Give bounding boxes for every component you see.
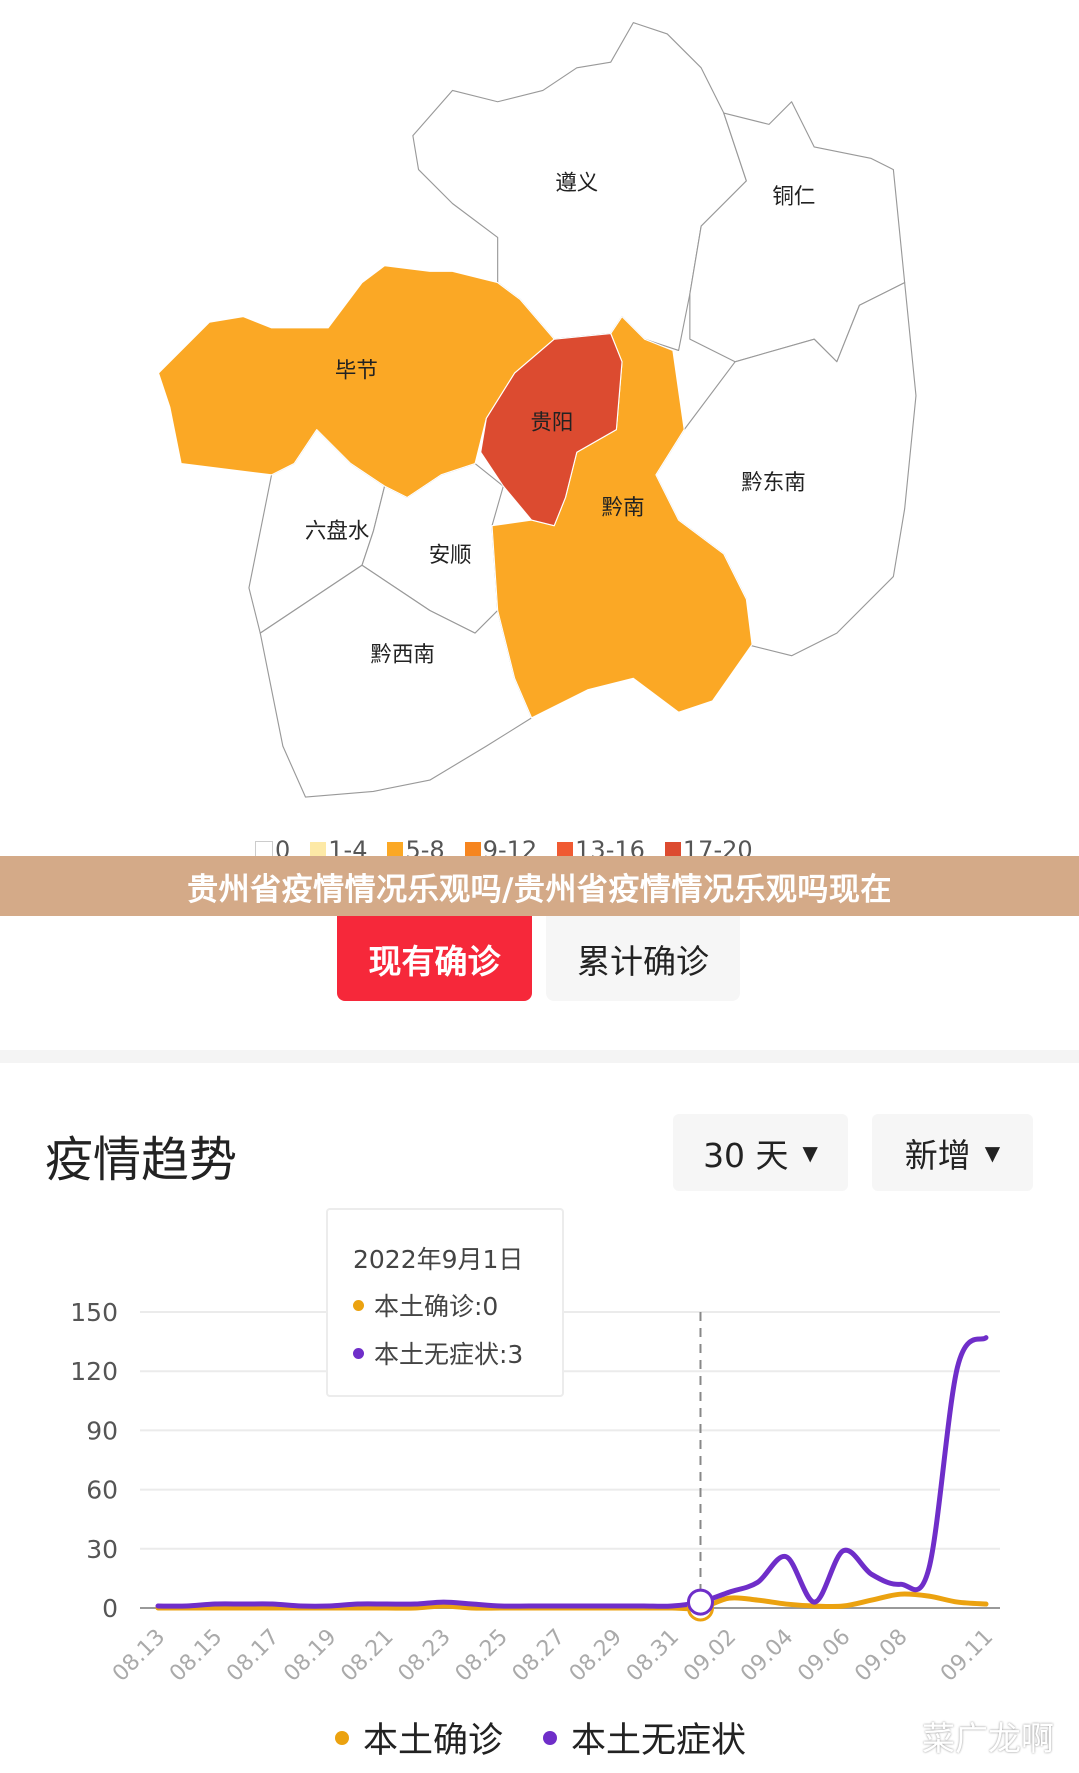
dot-icon — [335, 1730, 349, 1745]
swatch-icon — [310, 842, 327, 858]
map-label: 贵阳 — [530, 411, 573, 436]
chart-tooltip: 2022年9月1日 本土确诊:0 本土无症状:3 — [326, 1208, 564, 1397]
x-tick-label: 08.17 — [222, 1625, 284, 1687]
tab-current-confirmed[interactable]: 现有确诊 — [337, 916, 532, 1001]
dot-icon — [543, 1730, 558, 1745]
map-label: 毕节 — [335, 359, 378, 384]
x-tick-label: 08.23 — [394, 1625, 456, 1687]
swatch-icon — [664, 842, 681, 858]
x-tick-label: 08.31 — [622, 1625, 684, 1687]
tooltip-row-asymptomatic: 本土无症状:3 — [353, 1335, 523, 1371]
caret-down-icon: ▼ — [984, 1140, 1001, 1165]
y-tick-label: 120 — [70, 1357, 118, 1386]
tooltip-date: 2022年9月1日 — [353, 1245, 524, 1274]
series-line-1 — [155, 1335, 989, 1609]
map-label: 黔东南 — [741, 471, 805, 496]
caret-down-icon: ▼ — [802, 1140, 818, 1165]
x-tick-label: 09.04 — [736, 1625, 798, 1687]
dot-icon — [353, 1299, 364, 1311]
legend-asymptomatic[interactable]: 本土无症状 — [571, 1721, 747, 1761]
tooltip-asymptomatic: 本土无症状:3 — [374, 1340, 524, 1369]
tab-total-confirmed[interactable]: 累计确诊 — [546, 916, 740, 1001]
map-label: 安顺 — [429, 543, 472, 568]
y-tick-label: 30 — [86, 1535, 118, 1564]
map-region-guiyang[interactable] — [480, 332, 623, 527]
y-tick-label: 150 — [70, 1298, 118, 1327]
map-label: 黔南 — [602, 495, 645, 520]
x-tick-label: 08.21 — [336, 1625, 398, 1687]
type-dropdown-label: 新增 — [904, 1135, 971, 1175]
x-tick-label: 09.08 — [850, 1625, 912, 1687]
range-dropdown[interactable]: 30 天 ▼ — [673, 1114, 848, 1191]
x-tick-label: 08.29 — [565, 1625, 627, 1687]
x-tick-label: 08.19 — [279, 1625, 341, 1687]
x-tick-label: 09.06 — [793, 1625, 855, 1687]
dot-icon — [353, 1347, 364, 1359]
section-title: 疫情趋势 — [45, 1132, 238, 1188]
x-tick-label: 09.11 — [936, 1625, 998, 1687]
title-banner: 贵州省疫情情况乐观吗/贵州省疫情情况乐观吗现在 — [0, 856, 1079, 916]
type-dropdown[interactable]: 新增 ▼ — [872, 1114, 1033, 1191]
map-label: 遵义 — [555, 171, 598, 196]
trend-chart[interactable]: 030609012015008.1308.1508.1708.1908.2108… — [0, 1280, 1079, 1700]
x-tick-label: 08.13 — [108, 1625, 170, 1687]
range-dropdown-label: 30 天 — [703, 1135, 789, 1175]
swatch-icon — [557, 842, 574, 858]
map-label: 铜仁 — [772, 185, 815, 210]
y-tick-label: 0 — [102, 1594, 118, 1623]
x-tick-label: 08.15 — [165, 1625, 227, 1687]
divider — [0, 1050, 1079, 1063]
y-tick-label: 90 — [86, 1416, 118, 1445]
x-tick-label: 08.27 — [508, 1625, 570, 1687]
x-tick-label: 09.02 — [679, 1625, 741, 1687]
watermark: 菜广龙啊 — [922, 1719, 1054, 1758]
map-label: 六盘水 — [305, 519, 369, 544]
highlight-point-1 — [686, 1588, 714, 1616]
y-tick-label: 60 — [86, 1476, 118, 1505]
legend-confirmed[interactable]: 本土确诊 — [363, 1721, 504, 1761]
chart-legend: 本土确诊 本土无症状 — [335, 1712, 746, 1763]
swatch-icon — [464, 842, 481, 858]
tooltip-row-confirmed: 本土确诊:0 — [353, 1287, 498, 1323]
guizhou-map[interactable]: 遵义 铜仁 毕节 贵阳 黔南 黔东南 六盘水 安顺 黔西南 — [0, 0, 1079, 814]
tooltip-confirmed: 本土确诊:0 — [374, 1292, 499, 1321]
swatch-icon — [387, 842, 404, 858]
map-label: 黔西南 — [370, 642, 434, 667]
x-tick-label: 08.25 — [451, 1625, 513, 1687]
